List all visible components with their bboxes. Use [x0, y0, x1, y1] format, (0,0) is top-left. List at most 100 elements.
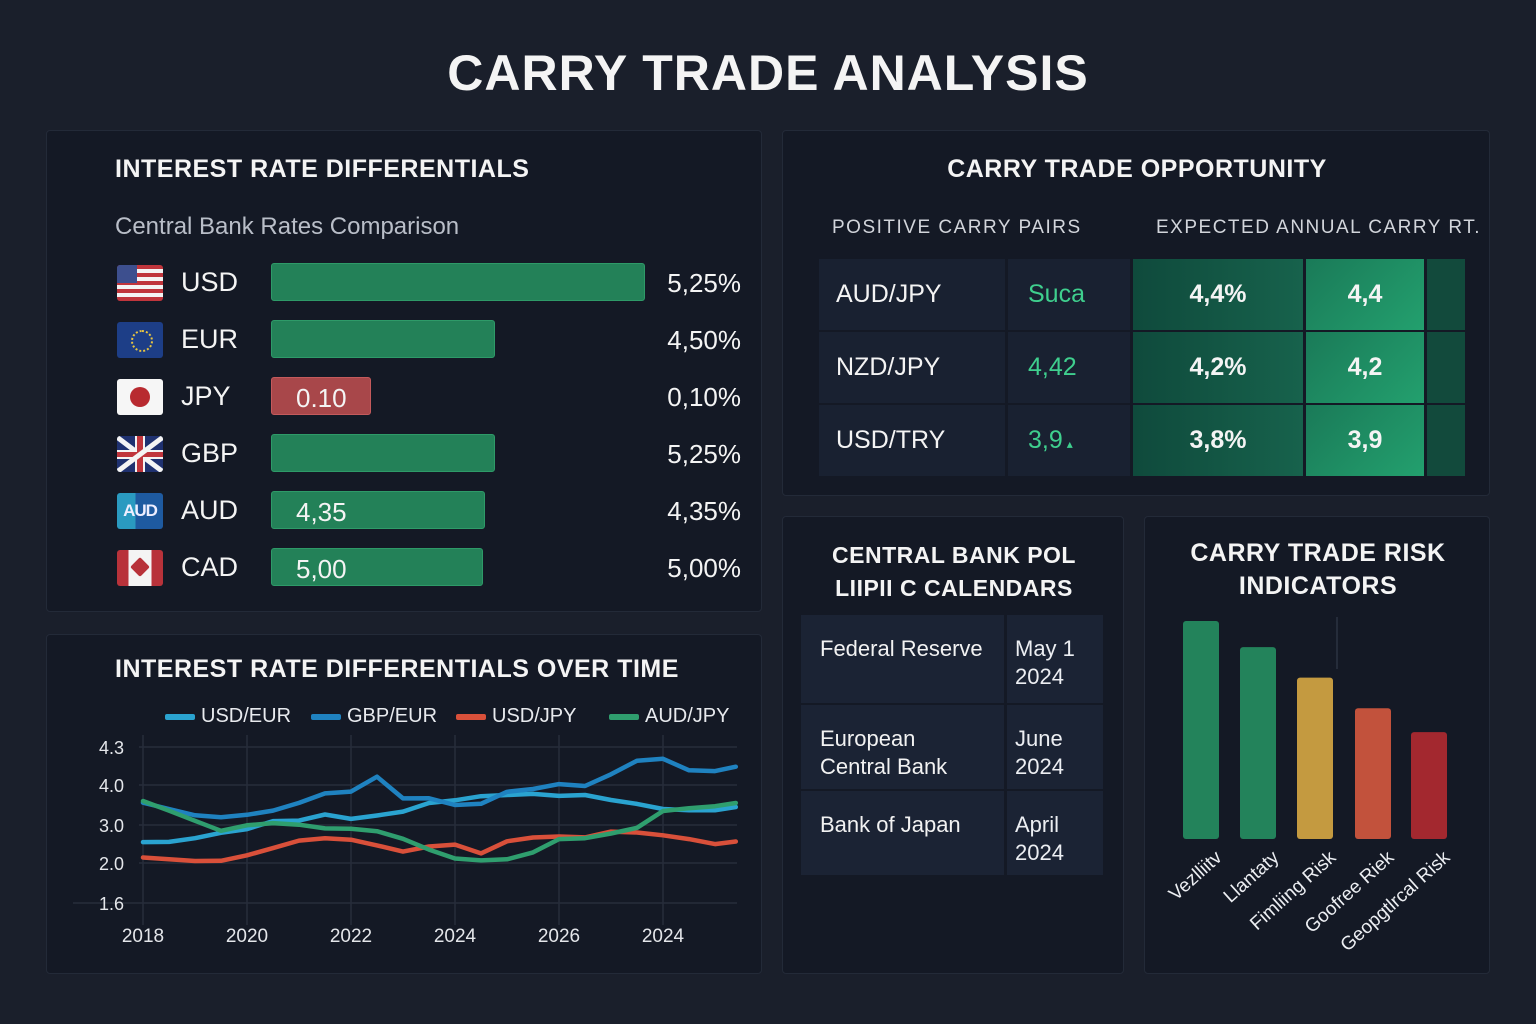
us-flag-icon: [117, 265, 163, 301]
date-line1: May 1: [1015, 636, 1075, 661]
legend-label: GBP/EUR: [347, 705, 438, 727]
eu-flag-icon: [117, 322, 163, 358]
carry-rate-cell: 4,4%: [1133, 259, 1303, 330]
rate-row: EUR 4,50%: [115, 320, 741, 360]
legend-swatch: [609, 713, 639, 720]
legend-item: GBP/EUR: [311, 705, 437, 728]
x-tick-label: 2024: [434, 926, 477, 947]
table-row: NZD/JPY 4,42 4,2% 4,2: [819, 332, 1465, 404]
bank-name-line1: Bank of Japan: [820, 812, 961, 837]
flag-stripe: [137, 436, 143, 472]
date-line2: 2024: [1015, 664, 1064, 689]
bar-label: 5,00: [296, 554, 347, 584]
risk-bar: [1240, 647, 1276, 839]
rate-value: 4,35%: [667, 496, 741, 526]
bank-name-line1: Federal Reserve: [820, 636, 983, 661]
rate-value: 5,00%: [667, 553, 741, 583]
bar-label: 0.10: [296, 383, 347, 413]
date-line1: June: [1015, 726, 1063, 751]
rate-differentials-over-time-panel: 4.3 4.0 3.0 2.0 1.6 2018 2020 2022 2024 2026 2024 …: [46, 634, 762, 974]
rate-bar: [271, 320, 495, 358]
bar-label: 4,35: [296, 497, 347, 527]
ca-flag-icon: [117, 550, 163, 586]
y-tick-label: 2.0: [99, 854, 124, 874]
rate-bar: [271, 434, 495, 472]
rate-row: CAD 5,00 5,00%: [115, 548, 741, 588]
rate-bar: 0.10: [271, 377, 371, 415]
pair-cell: AUD/JPY: [819, 259, 1005, 330]
bank-name: European Central Bank: [801, 705, 1004, 789]
rate-row: JPY 0.10 0,10%: [115, 377, 741, 417]
legend-label: AUD/JPY: [645, 705, 730, 727]
up-indicator-icon: ▴: [1066, 437, 1073, 451]
rate-value: 4,50%: [667, 325, 741, 355]
currency-code: USD: [181, 267, 239, 297]
pair-cell: NZD/JPY: [819, 332, 1005, 403]
date-line2: 2024: [1015, 840, 1064, 865]
risk-category-label: Vezlliitv: [1165, 847, 1227, 905]
carry-rate-cell: 4,2%: [1133, 332, 1303, 403]
legend-label: USD/EUR: [201, 705, 292, 727]
currency-code: GBP: [181, 438, 239, 468]
panel-title-line1: CENTRAL BANK POL: [832, 542, 1076, 568]
pair-cell: USD/TRY: [819, 405, 1005, 476]
y-tick-label: 4.3: [99, 738, 124, 758]
signal-cell: Suca: [1008, 259, 1130, 330]
x-tick-label: 2018: [122, 926, 164, 947]
gb-flag-icon: [117, 436, 163, 472]
extra-cell: [1427, 332, 1465, 403]
meeting-date: June 2024: [1007, 705, 1103, 789]
flag-stripe: [117, 452, 163, 457]
rate-row: GBP 5,25%: [115, 434, 741, 474]
series-line-aud-jpy: [140, 798, 739, 863]
carry-value-cell: 4,2: [1306, 332, 1424, 403]
signal-text: Suca: [1028, 280, 1085, 308]
risk-bar: [1411, 732, 1447, 839]
rate-bar: 5,00: [271, 548, 483, 586]
panel-title: INTEREST RATE DIFFERENTIALS: [115, 155, 530, 183]
carry-value-cell: 4,4: [1306, 259, 1424, 330]
meeting-date: May 1 2024: [1007, 615, 1103, 703]
line-chart: 4.3 4.0 3.0 2.0 1.6 2018 2020 2022 2024 2026 2024: [73, 735, 739, 947]
table-row: AUD/JPY Suca 4,4% 4,4: [819, 259, 1465, 331]
extra-cell: [1427, 259, 1465, 330]
risk-indicators-panel: Vezlliitv Llantaty Fimliing Risk Goofree Ri…: [1144, 516, 1490, 974]
signal-cell: 3,9 ▴: [1008, 405, 1130, 476]
series-line-gbp-eur: [140, 756, 739, 820]
legend-item: USD/EUR: [165, 705, 291, 728]
signal-text: 4,42: [1028, 353, 1077, 381]
panel-title: CARRY TRADE OPPORTUNITY: [947, 155, 1327, 183]
rate-value: 5,25%: [667, 268, 741, 298]
x-tick-label: 2024: [642, 926, 685, 947]
signal-text: 3,9: [1028, 426, 1063, 454]
y-tick-label: 1.6: [99, 894, 124, 914]
chart-title: INTEREST RATE DIFFERENTIALS OVER TIME: [115, 655, 679, 683]
x-tick-label: 2022: [330, 926, 372, 947]
risk-bar: [1183, 621, 1219, 839]
carry-value-cell: 3,9: [1306, 405, 1424, 476]
bank-name-line2: Central Bank: [820, 754, 948, 779]
date-line2: 2024: [1015, 754, 1064, 779]
central-bank-calendar-panel: CENTRAL BANK POL LIIPII C CALENDARS Fede…: [782, 516, 1124, 974]
date-line1: April: [1015, 812, 1060, 837]
extra-cell: [1427, 405, 1465, 476]
rate-value: 5,25%: [667, 439, 741, 469]
bank-name: Bank of Japan: [801, 791, 1004, 875]
legend-item: USD/JPY: [456, 705, 576, 728]
panel-subtitle: Central Bank Rates Comparison: [115, 213, 460, 240]
y-tick-label: 4.0: [99, 776, 124, 796]
carry-rate-cell: 3,8%: [1133, 405, 1303, 476]
rate-row: AUD AUD 4,35 4,35%: [115, 491, 741, 531]
au-flag-icon: AUD: [117, 493, 163, 529]
rate-row: USD 5,25%: [115, 263, 741, 303]
series-line-usd-jpy: [140, 829, 739, 864]
legend-swatch: [456, 713, 486, 720]
signal-cell: 4,42: [1008, 332, 1130, 403]
rate-bar: [271, 263, 645, 301]
currency-code: AUD: [181, 495, 239, 525]
x-tick-label: 2020: [226, 926, 268, 947]
column-header-rate: EXPECTED ANNUAL CARRY RT.: [1156, 217, 1482, 238]
page-title: CARRY TRADE ANALYSIS: [447, 45, 1089, 101]
column-header-pairs: POSITIVE CARRY PAIRS: [832, 217, 1082, 238]
